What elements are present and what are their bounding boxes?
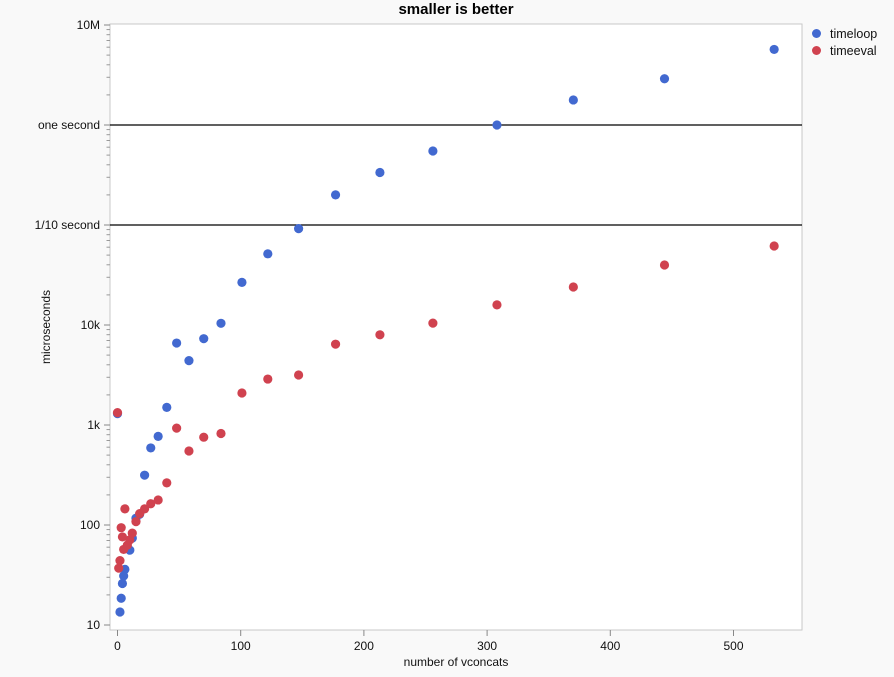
y-tick-label: 1/10 second	[35, 218, 100, 232]
timeeval-data-point	[120, 504, 130, 514]
legend-item-timeloop: timeloop	[812, 25, 877, 42]
timeeval-data-point	[330, 339, 341, 349]
timeeval-data-point	[146, 499, 156, 509]
y-tick-label: 10k	[81, 318, 101, 332]
x-tick-label: 100	[231, 639, 251, 653]
legend-label-timeloop: timeloop	[830, 26, 878, 41]
timeeval-data-point	[140, 504, 150, 514]
timeeval-data-point	[127, 528, 137, 538]
legend-label-timeeval: timeeval	[830, 43, 877, 58]
x-axis-title: number of vconcats	[404, 655, 509, 669]
timeeval-data-point	[237, 388, 247, 398]
timeloop-data-point	[568, 95, 578, 105]
y-axis-title: microseconds	[39, 290, 53, 364]
x-tick-label: 200	[354, 639, 374, 653]
timeeval-data-point	[769, 241, 779, 251]
plot-area	[110, 24, 802, 630]
y-tick-label: one second	[38, 118, 100, 132]
timeloop-data-point	[115, 607, 125, 617]
timeloop-data-point	[184, 356, 194, 366]
timeeval-data-point	[112, 408, 123, 418]
timeloop-data-point	[769, 44, 779, 55]
timeloop-data-point	[492, 120, 502, 130]
y-tick-label: 10	[87, 618, 101, 632]
timeloop-data-point	[216, 318, 226, 328]
timeeval-data-point	[659, 260, 670, 270]
timeeval-data-point	[114, 563, 124, 573]
timeloop-data-point	[237, 277, 247, 287]
timeeval-data-point	[568, 282, 578, 292]
timeloop-data-point	[330, 190, 341, 200]
timeloop-data-point	[117, 578, 128, 589]
timeloop-data-point	[140, 470, 150, 480]
timeeval-data-point	[216, 428, 226, 439]
x-tick-label: 0	[114, 639, 121, 653]
timeeval-data-point	[117, 532, 128, 542]
timeeval-data-point	[492, 300, 502, 310]
y-tick-label: 1k	[87, 418, 101, 432]
timeloop-series-swatch	[812, 29, 821, 38]
timeeval-data-point	[131, 517, 141, 527]
legend-item-timeeval: timeeval	[812, 42, 877, 59]
timeloop-data-point	[162, 402, 172, 412]
timeeval-data-point	[162, 478, 172, 488]
timeeval-data-point	[428, 318, 438, 328]
legend: timeloop timeeval	[812, 25, 877, 59]
timeloop-data-point	[294, 224, 304, 234]
timeeval-data-point	[263, 374, 273, 384]
chart-title: smaller is better	[398, 1, 514, 18]
x-tick-label: 300	[477, 639, 497, 653]
timeeval-data-point	[172, 423, 182, 433]
timeeval-series-swatch	[812, 46, 821, 55]
timeeval-data-point	[375, 330, 385, 340]
timeloop-data-point	[263, 249, 273, 259]
timeloop-data-point	[199, 334, 209, 344]
timeloop-data-point	[428, 146, 438, 156]
timeloop-data-point	[375, 167, 385, 178]
timeeval-data-point	[116, 523, 126, 533]
timeloop-data-point	[116, 593, 126, 603]
timeloop-data-point	[172, 338, 182, 348]
timeeval-data-point	[153, 495, 163, 505]
timeloop-data-point	[153, 431, 163, 441]
plot-frame	[109, 23, 803, 631]
y-tick-label: 100	[80, 518, 100, 532]
x-tick-label: 400	[600, 639, 620, 653]
y-tick-label: 10M	[77, 18, 100, 32]
timeeval-data-point	[199, 432, 209, 442]
timeeval-data-point	[184, 446, 194, 456]
timeeval-data-point	[294, 370, 304, 380]
x-tick-label: 500	[723, 639, 743, 653]
timeloop-data-point	[659, 74, 670, 84]
timeeval-data-point	[115, 556, 125, 566]
timeloop-data-point	[146, 443, 156, 453]
